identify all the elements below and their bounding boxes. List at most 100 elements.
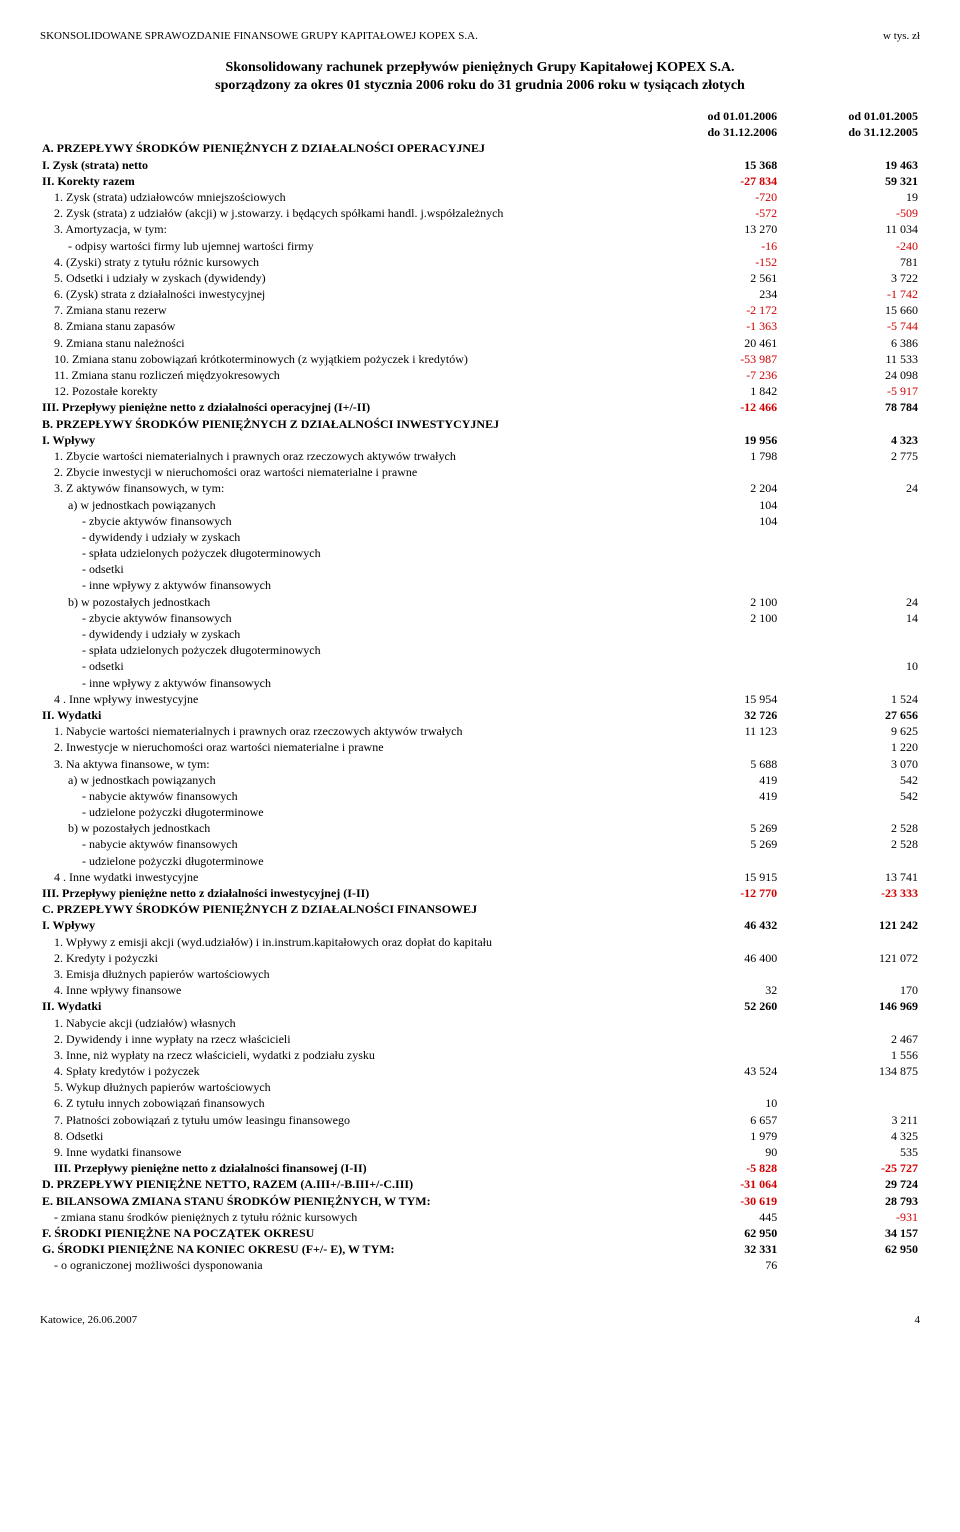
row-value-col2: 13 741 — [779, 869, 920, 885]
row-value-col1 — [638, 464, 779, 480]
row-value-col2: 2 775 — [779, 448, 920, 464]
table-row: - dywidendy i udziały w zyskach — [40, 529, 920, 545]
row-label: 10. Zmiana stanu zobowiązań krótkotermin… — [40, 351, 638, 367]
table-row: - udzielone pożyczki długoterminowe — [40, 853, 920, 869]
row-value-col2 — [779, 804, 920, 820]
row-value-col1 — [638, 642, 779, 658]
row-label: 3. Emisja dłużnych papierów wartościowyc… — [40, 966, 638, 982]
table-row: 5. Odsetki i udziały w zyskach (dywidend… — [40, 270, 920, 286]
table-row: 3. Amortyzacja, w tym:13 27011 034 — [40, 221, 920, 237]
row-value-col2: 121 242 — [779, 917, 920, 933]
row-label: 6. Z tytułu innych zobowiązań finansowyc… — [40, 1095, 638, 1111]
table-row: 1. Wpływy z emisji akcji (wyd.udziałów) … — [40, 934, 920, 950]
row-value-col1 — [638, 140, 779, 156]
row-value-col1 — [638, 901, 779, 917]
row-value-col2: 59 321 — [779, 173, 920, 189]
page-footer: Katowice, 26.06.2007 4 — [40, 1314, 920, 1326]
table-row: D. PRZEPŁYWY PIENIĘŻNE NETTO, RAZEM (A.I… — [40, 1176, 920, 1192]
table-row: - udzielone pożyczki długoterminowe — [40, 804, 920, 820]
table-row: A. PRZEPŁYWY ŚRODKÓW PIENIĘŻNYCH Z DZIAŁ… — [40, 140, 920, 156]
row-label: II. Wydatki — [40, 707, 638, 723]
row-value-col2: 24 — [779, 594, 920, 610]
row-value-col2: 11 533 — [779, 351, 920, 367]
table-row: - dywidendy i udziały w zyskach — [40, 626, 920, 642]
table-row: G. ŚRODKI PIENIĘŻNE NA KONIEC OKRESU (F+… — [40, 1241, 920, 1257]
row-value-col1 — [638, 1079, 779, 1095]
row-value-col2: 19 — [779, 189, 920, 205]
table-row: a) w jednostkach powiązanych419542 — [40, 772, 920, 788]
period-header-row: od 01.01.2006 od 01.01.2005 — [40, 108, 920, 124]
row-label: 4. Spłaty kredytów i pożyczek — [40, 1063, 638, 1079]
period-col1-from: od 01.01.2006 — [638, 108, 779, 124]
row-value-col2 — [779, 642, 920, 658]
row-value-col2: -509 — [779, 205, 920, 221]
row-value-col1: 6 657 — [638, 1112, 779, 1128]
row-value-col1: -27 834 — [638, 173, 779, 189]
row-value-col1: 11 123 — [638, 723, 779, 739]
row-value-col1: 20 461 — [638, 335, 779, 351]
row-label: - odpisy wartości firmy lub ujemnej wart… — [40, 238, 638, 254]
row-label: 2. Zbycie inwestycji w nieruchomości ora… — [40, 464, 638, 480]
row-value-col2 — [779, 853, 920, 869]
row-label: - udzielone pożyczki długoterminowe — [40, 853, 638, 869]
row-value-col1: 419 — [638, 772, 779, 788]
row-label: 4. Inne wpływy finansowe — [40, 982, 638, 998]
row-label: 3. Na aktywa finansowe, w tym: — [40, 756, 638, 772]
table-row: - odpisy wartości firmy lub ujemnej wart… — [40, 238, 920, 254]
row-value-col1: -7 236 — [638, 367, 779, 383]
row-label: II. Wydatki — [40, 998, 638, 1014]
table-row: - o ograniczonej możliwości dysponowania… — [40, 1257, 920, 1273]
table-row: - nabycie aktywów finansowych5 2692 528 — [40, 836, 920, 852]
table-row: 3. Z aktywów finansowych, w tym:2 20424 — [40, 480, 920, 496]
row-value-col2: 24 — [779, 480, 920, 496]
row-label: 1. Nabycie akcji (udziałów) własnych — [40, 1015, 638, 1031]
row-value-col2 — [779, 901, 920, 917]
table-row: 8. Odsetki1 9794 325 — [40, 1128, 920, 1144]
row-label: II. Korekty razem — [40, 173, 638, 189]
row-value-col1: 76 — [638, 1257, 779, 1273]
row-value-col2 — [779, 416, 920, 432]
row-label: 2. Zysk (strata) z udziałów (akcji) w j.… — [40, 205, 638, 221]
row-value-col1: -572 — [638, 205, 779, 221]
row-label: 12. Pozostałe korekty — [40, 383, 638, 399]
footer-left: Katowice, 26.06.2007 — [40, 1314, 137, 1326]
row-value-col2: 6 386 — [779, 335, 920, 351]
row-label: 4 . Inne wpływy inwestycyjne — [40, 691, 638, 707]
row-value-col2: -240 — [779, 238, 920, 254]
row-value-col1: 62 950 — [638, 1225, 779, 1241]
row-label: 8. Zmiana stanu zapasów — [40, 318, 638, 334]
table-row: b) w pozostałych jednostkach2 10024 — [40, 594, 920, 610]
row-value-col1: 19 956 — [638, 432, 779, 448]
row-label: F. ŚRODKI PIENIĘŻNE NA POCZĄTEK OKRESU — [40, 1225, 638, 1241]
period-col1-to: do 31.12.2006 — [638, 124, 779, 140]
row-value-col2: 24 098 — [779, 367, 920, 383]
row-value-col2: 27 656 — [779, 707, 920, 723]
row-value-col2: 535 — [779, 1144, 920, 1160]
table-row: - inne wpływy z aktywów finansowych — [40, 577, 920, 593]
table-row: - spłata udzielonych pożyczek długotermi… — [40, 545, 920, 561]
row-value-col2: 781 — [779, 254, 920, 270]
row-label: D. PRZEPŁYWY PIENIĘŻNE NETTO, RAZEM (A.I… — [40, 1176, 638, 1192]
table-row: 1. Nabycie akcji (udziałów) własnych — [40, 1015, 920, 1031]
row-value-col2 — [779, 934, 920, 950]
row-label: 5. Wykup dłużnych papierów wartościowych — [40, 1079, 638, 1095]
row-value-col1: 52 260 — [638, 998, 779, 1014]
row-value-col1: 46 432 — [638, 917, 779, 933]
row-value-col1: 419 — [638, 788, 779, 804]
row-value-col2: 11 034 — [779, 221, 920, 237]
row-value-col1: -31 064 — [638, 1176, 779, 1192]
row-value-col1 — [638, 934, 779, 950]
row-value-col2: 9 625 — [779, 723, 920, 739]
row-value-col2 — [779, 626, 920, 642]
table-row: III. Przepływy pieniężne netto z działal… — [40, 399, 920, 415]
row-label: 3. Z aktywów finansowych, w tym: — [40, 480, 638, 496]
row-label: 1. Wpływy z emisji akcji (wyd.udziałów) … — [40, 934, 638, 950]
row-label: 5. Odsetki i udziały w zyskach (dywidend… — [40, 270, 638, 286]
row-label: 9. Zmiana stanu należności — [40, 335, 638, 351]
row-value-col2: -931 — [779, 1209, 920, 1225]
row-value-col1 — [638, 561, 779, 577]
row-label: - zmiana stanu środków pieniężnych z tyt… — [40, 1209, 638, 1225]
row-value-col1 — [638, 966, 779, 982]
document-title: Skonsolidowany rachunek przepływów pieni… — [40, 60, 920, 76]
table-row: 6. Z tytułu innych zobowiązań finansowyc… — [40, 1095, 920, 1111]
